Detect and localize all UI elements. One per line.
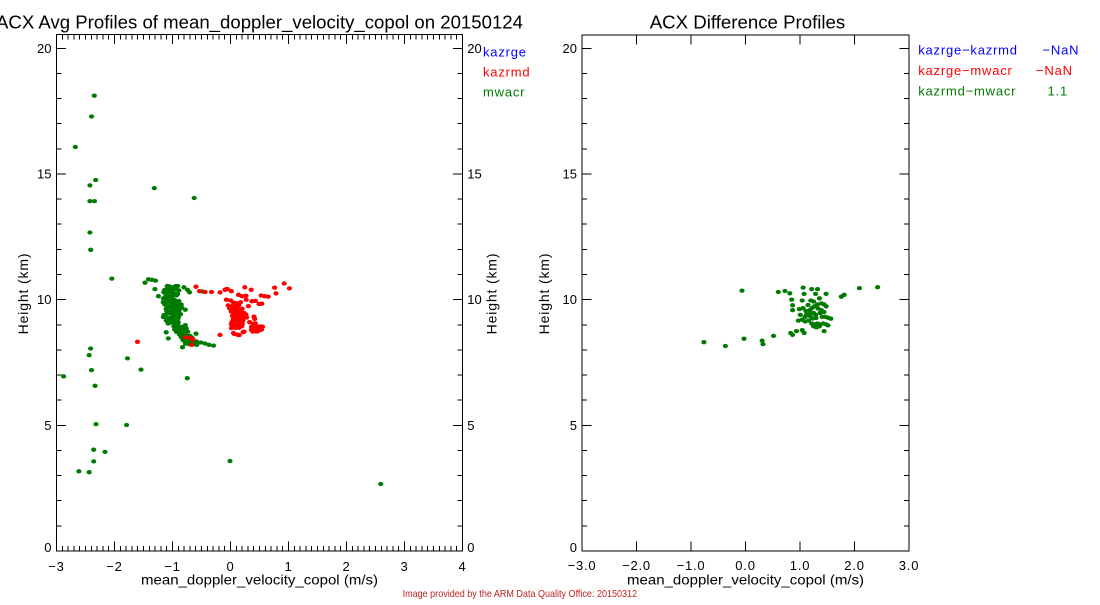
svg-text:0.0: 0.0 <box>735 558 755 573</box>
svg-text:−3.0: −3.0 <box>568 558 597 573</box>
svg-text:20: 20 <box>563 41 577 56</box>
svg-text:Height (km): Height (km) <box>15 253 31 335</box>
svg-text:ACX Avg Profiles of mean_doppl: ACX Avg Profiles of mean_doppler_velocit… <box>0 13 523 34</box>
svg-text:Height (km): Height (km) <box>536 253 552 335</box>
svg-text:3: 3 <box>400 559 408 574</box>
svg-text:Image provided by the ARM Data: Image provided by the ARM Data Quality O… <box>403 588 638 600</box>
svg-text:−1: −1 <box>164 559 180 574</box>
svg-text:kazrmd−mwacr: kazrmd−mwacr <box>918 83 1016 98</box>
svg-text:mwacr: mwacr <box>483 84 525 99</box>
svg-text:10: 10 <box>563 292 577 307</box>
svg-text:kazrge−kazrmd: kazrge−kazrmd <box>918 43 1018 58</box>
svg-text:1: 1 <box>284 559 292 574</box>
svg-text:−NaN: −NaN <box>1043 43 1080 58</box>
svg-text:10: 10 <box>467 292 481 307</box>
svg-text:10: 10 <box>37 292 51 307</box>
svg-text:3.0: 3.0 <box>899 558 919 573</box>
svg-text:1.1: 1.1 <box>1048 83 1068 98</box>
svg-text:5: 5 <box>467 418 474 433</box>
svg-text:0: 0 <box>570 540 577 555</box>
svg-text:20: 20 <box>467 41 481 56</box>
svg-text:ACX Difference Profiles: ACX Difference Profiles <box>650 13 846 33</box>
svg-text:15: 15 <box>563 166 577 181</box>
svg-text:Height (km): Height (km) <box>484 253 500 335</box>
svg-text:15: 15 <box>37 166 51 181</box>
svg-text:0: 0 <box>467 540 474 555</box>
svg-text:−2: −2 <box>106 559 122 574</box>
svg-text:20: 20 <box>37 41 51 56</box>
svg-text:−1.0: −1.0 <box>677 558 706 573</box>
svg-text:−NaN: −NaN <box>1036 63 1073 78</box>
svg-text:mean_doppler_velocity_copol (m: mean_doppler_velocity_copol (m/s) <box>141 572 378 588</box>
svg-text:kazrmd: kazrmd <box>483 65 530 80</box>
svg-text:2.0: 2.0 <box>844 558 864 573</box>
svg-text:kazrge−mwacr: kazrge−mwacr <box>918 63 1013 78</box>
svg-text:0: 0 <box>226 559 234 574</box>
svg-text:2: 2 <box>342 559 350 574</box>
svg-text:1.0: 1.0 <box>790 558 810 573</box>
svg-text:15: 15 <box>467 166 481 181</box>
svg-text:mean_doppler_velocity_copol (m: mean_doppler_velocity_copol (m/s) <box>627 572 864 588</box>
svg-text:5: 5 <box>44 418 51 433</box>
svg-text:4: 4 <box>458 559 466 574</box>
svg-text:5: 5 <box>570 418 577 433</box>
svg-text:−3: −3 <box>48 559 64 574</box>
svg-text:−2.0: −2.0 <box>622 558 651 573</box>
svg-text:kazrge: kazrge <box>483 45 527 60</box>
svg-text:0: 0 <box>44 540 51 555</box>
